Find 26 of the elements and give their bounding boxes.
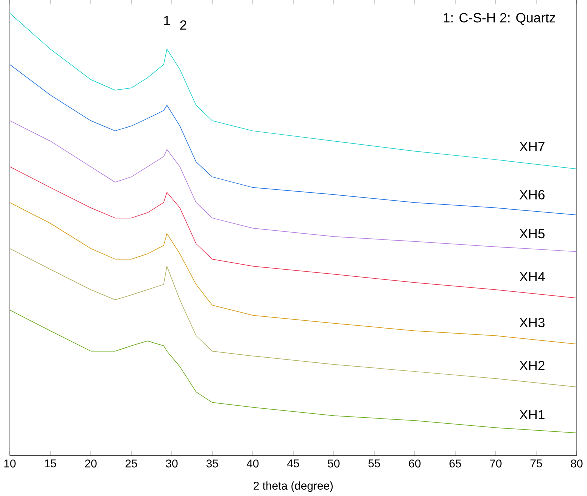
x-tick-label: 80	[571, 460, 583, 468]
x-tick-label: 45	[287, 460, 300, 468]
x-tick-label: 50	[328, 460, 340, 468]
series-label: XH3	[520, 318, 545, 328]
x-tick-label: 60	[409, 460, 421, 468]
x-tick-label: 10	[4, 460, 16, 468]
series-label: XH7	[520, 142, 545, 152]
series-label: XH5	[520, 229, 545, 239]
x-tick-label: 75	[530, 460, 542, 468]
x-tick-label: 35	[206, 460, 218, 468]
x-tick-label: 40	[246, 460, 259, 468]
x-tick-label: 30	[166, 460, 178, 468]
annotation: 1: C-S-H 2: Quartz	[444, 13, 556, 26]
x-axis-title: 2 theta (degree)	[254, 482, 333, 492]
annotation: 2	[180, 20, 187, 30]
x-tick-label: 20	[85, 460, 97, 468]
x-tick-label: 15	[45, 460, 56, 468]
series-label: XH6	[520, 190, 545, 200]
x-tick-label: 55	[368, 460, 380, 468]
x-tick-label: 65	[450, 460, 462, 468]
series-label: XH1	[520, 410, 545, 420]
series-label: XH4	[520, 272, 546, 282]
annotation: 1	[164, 16, 170, 26]
x-tick-label: 70	[490, 460, 502, 468]
x-tick-label: 25	[126, 460, 138, 468]
series-label: XH2	[520, 361, 545, 370]
